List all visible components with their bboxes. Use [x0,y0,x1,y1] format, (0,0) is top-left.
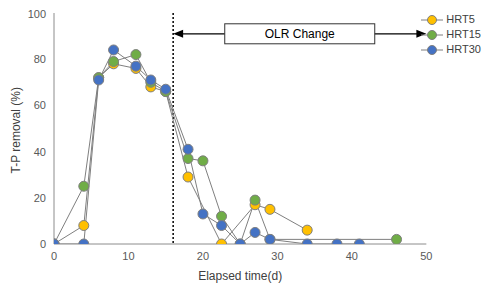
html-text:HRT30: HRT30 [446,43,481,55]
svg-text:60: 60 [34,99,46,111]
html-text:HRT5: HRT5 [446,13,475,25]
svg-text:40: 40 [346,250,358,262]
html-text:HRT15: HRT15 [446,28,481,40]
svg-text:20: 20 [34,192,46,204]
svg-text:20: 20 [197,250,209,262]
svg-text:80: 80 [34,53,46,65]
svg-text:10: 10 [122,250,134,262]
svg-text:Elapsed time(d): Elapsed time(d) [198,269,282,283]
svg-text:30: 30 [271,250,283,262]
svg-text:OLR Change: OLR Change [265,27,335,41]
svg-text:100: 100 [28,8,46,20]
svg-text:50: 50 [420,250,432,262]
svg-text:40: 40 [34,146,46,158]
svg-text:0: 0 [40,238,46,250]
svg-text:T-P removal (%): T-P removal (%) [9,87,23,173]
svg-text:0: 0 [51,250,57,262]
